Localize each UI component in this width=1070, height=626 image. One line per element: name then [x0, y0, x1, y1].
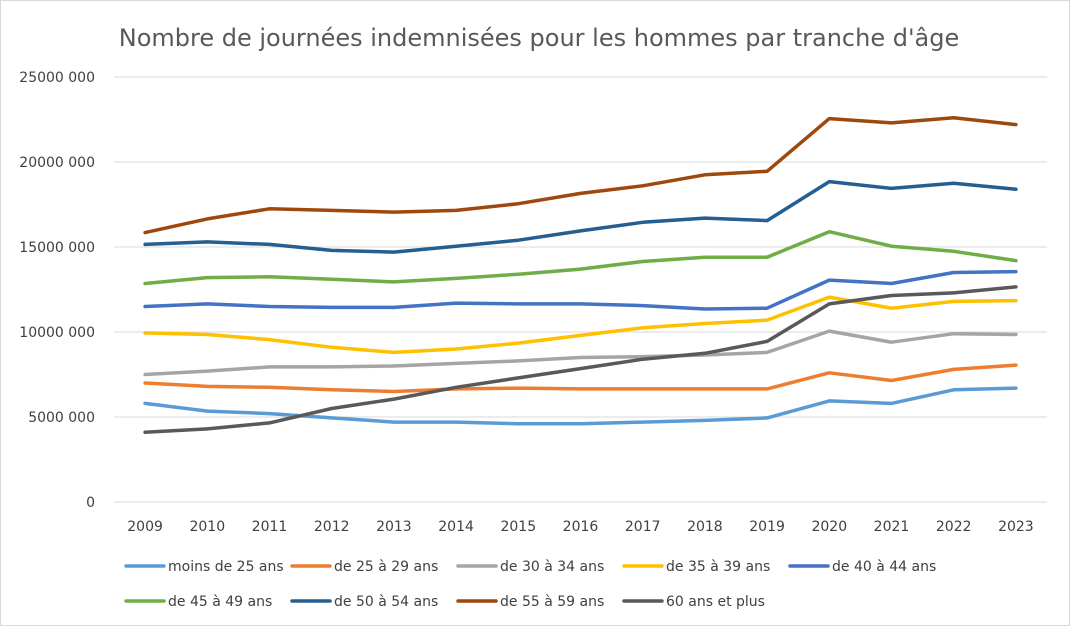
x-tick-label: 2009	[127, 519, 163, 535]
legend-label: de 50 à 54 ans	[334, 594, 438, 610]
legend-label: de 40 à 44 ans	[832, 559, 936, 575]
series-line	[143, 229, 1018, 286]
y-tick-label: 15000 000	[19, 240, 95, 256]
x-tick-label: 2014	[438, 519, 474, 535]
x-tick-label: 2018	[687, 519, 723, 535]
series-lines	[143, 116, 1018, 435]
legend-label: de 25 à 29 ans	[334, 559, 438, 575]
legend-label: de 45 à 49 ans	[168, 594, 272, 610]
series-line	[143, 386, 1018, 426]
x-tick-label: 2012	[314, 519, 350, 535]
y-axis-tick-labels: 0 5000 000 10000 000 15000 000 20000 000 2500…	[19, 70, 95, 511]
y-tick-label: 0	[86, 495, 95, 511]
x-tick-label: 2015	[500, 519, 536, 535]
y-tick-label: 5000 000	[28, 410, 95, 426]
legend-label: de 35 à 39 ans	[666, 559, 770, 575]
series-line	[143, 269, 1018, 311]
x-tick-label: 2020	[811, 519, 847, 535]
x-tick-label: 2021	[874, 519, 910, 535]
series-line	[143, 116, 1018, 235]
x-tick-label: 2019	[749, 519, 785, 535]
legend-label: de 30 à 34 ans	[500, 559, 604, 575]
y-tick-label: 10000 000	[19, 325, 95, 341]
series-line	[143, 295, 1018, 355]
y-tick-label: 20000 000	[19, 155, 95, 171]
legend-label: moins de 25 ans	[168, 559, 284, 575]
x-tick-label: 2010	[189, 519, 225, 535]
x-tick-label: 2017	[625, 519, 661, 535]
legend-label: de 55 à 59 ans	[500, 594, 604, 610]
x-tick-label: 2016	[563, 519, 599, 535]
series-line	[143, 179, 1018, 254]
series-line	[143, 363, 1018, 394]
y-tick-label: 25000 000	[19, 70, 95, 86]
x-axis-tick-labels: 2009 2010 2011 2012 2013 2014 2015 2016 2017 2018…	[127, 519, 1033, 535]
x-tick-label: 2022	[936, 519, 972, 535]
gridlines	[114, 76, 1047, 503]
legend: moins de 25 ans de 25 à 29 ans de 30 à 34 …	[124, 559, 936, 610]
series-line	[143, 329, 1018, 377]
chart-title: Nombre de journées indemnisées pour les …	[119, 24, 960, 52]
x-tick-label: 2023	[998, 519, 1034, 535]
legend-label: 60 ans et plus	[666, 594, 765, 610]
x-tick-label: 2013	[376, 519, 412, 535]
x-tick-label: 2011	[252, 519, 288, 535]
series-line	[143, 285, 1018, 435]
